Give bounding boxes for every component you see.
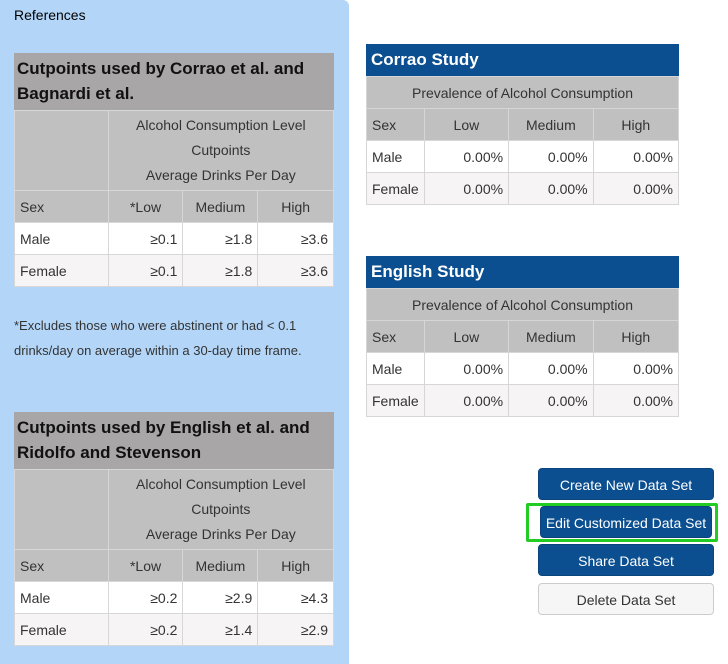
level-line: Average Drinks Per Day	[145, 167, 296, 183]
corrao-study: Corrao Study Prevalence of Alcohol Consu…	[366, 44, 680, 205]
col-sex: Sex	[366, 108, 425, 141]
col-sex: Sex	[14, 549, 109, 582]
table-row: Male 0.00% 0.00% 0.00%	[366, 352, 680, 385]
cell-medium: ≥2.9	[182, 581, 259, 614]
table-row: Female 0.00% 0.00% 0.00%	[366, 172, 680, 205]
english-study: English Study Prevalence of Alcohol Cons…	[366, 256, 680, 417]
cell-sex: Female	[366, 172, 425, 205]
prevalence-header: Prevalence of Alcohol Consumption	[366, 288, 679, 321]
share-data-set-button[interactable]: Share Data Set	[538, 544, 714, 576]
corrao-study-table: Prevalence of Alcohol Consumption Sex Lo…	[366, 76, 680, 205]
level-header: Alcohol Consumption Level Cutpoints Aver…	[107, 110, 335, 191]
cell-medium: 0.00%	[508, 352, 594, 385]
col-high: High	[592, 320, 680, 353]
table-row: Female ≥0.2 ≥1.4 ≥2.9	[14, 613, 334, 646]
cell-high: ≥3.6	[257, 254, 334, 287]
level-line: Cutpoints	[191, 501, 251, 517]
english-study-title: English Study	[366, 256, 679, 288]
col-sex: Sex	[366, 320, 425, 353]
cell-sex: Male	[14, 581, 109, 614]
table-row: Female ≥0.1 ≥1.8 ≥3.6	[14, 254, 334, 287]
cell-low: 0.00%	[423, 384, 510, 417]
cell-low: ≥0.1	[107, 254, 184, 287]
cell-low: 0.00%	[423, 352, 510, 385]
footnote: *Excludes those who were abstinent or ha…	[14, 318, 302, 358]
cell-medium: ≥1.8	[182, 254, 259, 287]
cell-high: ≥3.6	[257, 222, 334, 255]
cell-medium: 0.00%	[508, 140, 594, 173]
cell-low: ≥0.1	[107, 222, 184, 255]
references-title: References	[14, 7, 86, 23]
cell-high: 0.00%	[592, 140, 680, 173]
create-new-data-set-button[interactable]: Create New Data Set	[538, 468, 714, 500]
cell-low: ≥0.2	[107, 581, 184, 614]
col-medium: Medium	[508, 108, 594, 141]
table-row: Female 0.00% 0.00% 0.00%	[366, 384, 680, 417]
prevalence-header: Prevalence of Alcohol Consumption	[366, 76, 679, 109]
level-line: Cutpoints	[191, 142, 251, 158]
blank-cell	[14, 110, 109, 191]
cell-sex: Female	[14, 254, 109, 287]
corrao-study-title: Corrao Study	[366, 44, 679, 76]
cell-low: 0.00%	[423, 172, 510, 205]
col-low: Low	[423, 320, 510, 353]
table-row: Male 0.00% 0.00% 0.00%	[366, 140, 680, 173]
col-low: Low	[423, 108, 510, 141]
cutpoints-english-heading: Cutpoints used by English et al. and Rid…	[14, 412, 334, 469]
col-high: High	[592, 108, 680, 141]
cell-high: 0.00%	[592, 172, 680, 205]
level-line: Alcohol Consumption Level	[136, 476, 306, 492]
level-header: Alcohol Consumption Level Cutpoints Aver…	[107, 469, 335, 550]
col-high: High	[257, 190, 334, 223]
table-row: Male ≥0.2 ≥2.9 ≥4.3	[14, 581, 334, 614]
cell-sex: Male	[14, 222, 109, 255]
cutpoints-english-box: Cutpoints used by English et al. and Rid…	[14, 412, 335, 646]
cell-sex: Male	[366, 352, 425, 385]
cell-sex: Female	[366, 384, 425, 417]
blank-cell	[14, 469, 109, 550]
cell-high: 0.00%	[592, 352, 680, 385]
focus-highlight	[526, 503, 718, 542]
cell-high: ≥4.3	[257, 581, 334, 614]
level-line: Average Drinks Per Day	[145, 526, 296, 542]
cell-medium: ≥1.4	[182, 613, 259, 646]
col-medium: Medium	[508, 320, 594, 353]
edit-customized-data-set-button[interactable]: Edit Customized Data Set	[540, 506, 712, 538]
cell-low: 0.00%	[423, 140, 510, 173]
cutpoints-corrao-box: Cutpoints used by Corrao et al. and Bagn…	[14, 53, 335, 287]
col-low: *Low	[107, 190, 184, 223]
col-medium: Medium	[182, 190, 259, 223]
table-row: Male ≥0.1 ≥1.8 ≥3.6	[14, 222, 334, 255]
cutpoints-english-table: Alcohol Consumption Level Cutpoints Aver…	[14, 469, 335, 646]
cell-sex: Female	[14, 613, 109, 646]
cell-high: 0.00%	[592, 384, 680, 417]
col-medium: Medium	[182, 549, 259, 582]
col-low: *Low	[107, 549, 184, 582]
level-line: Alcohol Consumption Level	[136, 117, 306, 133]
col-high: High	[257, 549, 334, 582]
english-study-table: Prevalence of Alcohol Consumption Sex Lo…	[366, 288, 680, 417]
col-sex: Sex	[14, 190, 109, 223]
cutpoints-corrao-table: Alcohol Consumption Level Cutpoints Aver…	[14, 110, 335, 287]
cutpoints-corrao-heading: Cutpoints used by Corrao et al. and Bagn…	[14, 53, 334, 110]
cell-high: ≥2.9	[257, 613, 334, 646]
cell-medium: 0.00%	[508, 384, 594, 417]
cell-sex: Male	[366, 140, 425, 173]
cell-medium: ≥1.8	[182, 222, 259, 255]
cell-low: ≥0.2	[107, 613, 184, 646]
cell-medium: 0.00%	[508, 172, 594, 205]
references-panel: References Cutpoints used by Corrao et a…	[0, 0, 349, 664]
delete-data-set-button[interactable]: Delete Data Set	[538, 583, 714, 615]
